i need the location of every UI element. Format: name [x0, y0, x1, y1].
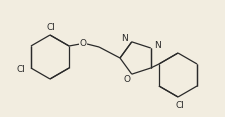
Text: O: O — [79, 40, 86, 49]
Text: N: N — [154, 40, 160, 49]
Text: Cl: Cl — [16, 66, 25, 75]
Text: N: N — [121, 34, 128, 43]
Text: Cl: Cl — [175, 102, 184, 110]
Text: O: O — [123, 75, 130, 84]
Text: Cl: Cl — [46, 24, 55, 33]
